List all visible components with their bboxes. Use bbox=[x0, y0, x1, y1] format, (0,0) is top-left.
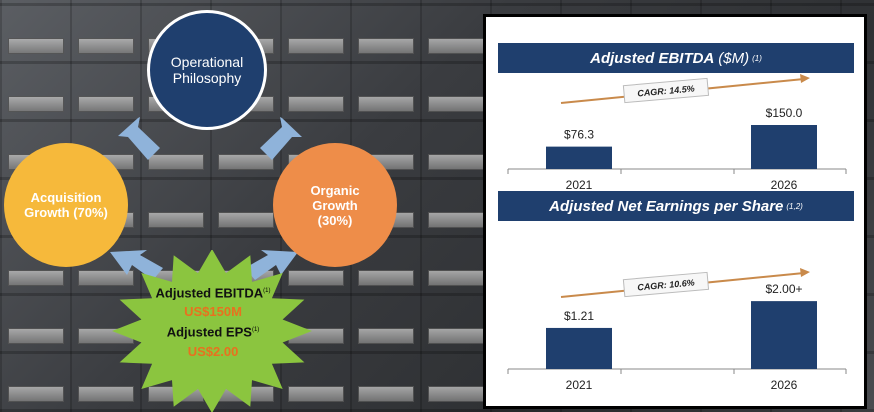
arrow-right-bottom bbox=[245, 250, 298, 280]
wall-plaque bbox=[358, 96, 414, 112]
wall-plaque bbox=[78, 270, 134, 286]
star-eps-value: US$2.00 bbox=[187, 343, 239, 359]
ebitda-header: Adjusted EBITDA ($M) (1) bbox=[498, 43, 854, 73]
financial-panel: Adjusted EBITDA ($M) (1) $76.3 2021 $150.0… bbox=[483, 14, 867, 409]
wall-plaque bbox=[358, 270, 414, 286]
star-ebitda-label: Adjusted EBITDA bbox=[155, 285, 264, 301]
wall-plaque bbox=[8, 38, 64, 54]
star-ebitda-value: US$150M bbox=[184, 304, 242, 320]
wall-plaque bbox=[8, 270, 64, 286]
category-label-2026: 2026 bbox=[771, 178, 798, 192]
star-eps-note: (1) bbox=[251, 327, 260, 334]
ebitda-note: (1) bbox=[752, 53, 762, 63]
star-ebitda-note: (1) bbox=[263, 288, 271, 294]
bar-2026 bbox=[751, 301, 817, 369]
cagr-badge: CAGR: 14.5% bbox=[622, 77, 710, 104]
ebitda-chart: $76.3 2021 $150.0 2026 CAGR: 14.5% bbox=[486, 73, 864, 203]
acquisition-growth-circle: Acquisition Growth (70%) bbox=[4, 143, 128, 267]
data-label-2026: $2.00+ bbox=[765, 282, 802, 296]
cagr-text: CAGR: 14.5% bbox=[637, 84, 695, 99]
data-label-2021: $1.21 bbox=[564, 309, 594, 323]
bar-chart-svg: $76.3 2021 $150.0 2026 CAGR: 14.5% bbox=[507, 74, 847, 192]
wall-plaque bbox=[288, 270, 344, 286]
organic-growth-circle: Organic Growth (30%) bbox=[273, 143, 397, 267]
bar-chart-svg: $1.21 2021 $2.00+ 2026 CAGR: 10.6% bbox=[507, 268, 847, 392]
wall-plaque bbox=[148, 212, 204, 228]
operational-philosophy-circle: Operational Philosophy bbox=[147, 10, 267, 130]
wall-plaque bbox=[358, 38, 414, 54]
wall-plaque bbox=[8, 386, 64, 402]
category-label-2026: 2026 bbox=[771, 378, 798, 392]
eps-note: (1,2) bbox=[786, 201, 803, 211]
wall-plaque bbox=[78, 96, 134, 112]
star-content: Adjusted EBITDA(1) US$150M Adjusted EPS(… bbox=[148, 282, 278, 361]
ebitda-title: Adjusted EBITDA bbox=[590, 49, 715, 67]
bar-2021 bbox=[546, 146, 612, 169]
eps-title: Adjusted Net Earnings per Share bbox=[549, 197, 784, 215]
wall-plaque bbox=[78, 386, 134, 402]
cagr-arrow-head bbox=[800, 74, 810, 83]
eps-chart: $1.21 2021 $2.00+ 2026 CAGR: 10.6% bbox=[486, 227, 864, 403]
category-label-2021: 2021 bbox=[566, 178, 593, 192]
star-eps-label: Adjusted EPS bbox=[166, 324, 252, 340]
wall-plaque bbox=[8, 328, 64, 344]
wall-plaque bbox=[288, 96, 344, 112]
wall-plaque bbox=[148, 154, 204, 170]
ebitda-unit: ($M) bbox=[718, 49, 750, 67]
result-starburst bbox=[112, 250, 312, 412]
acquisition-growth-label: Acquisition Growth (70%) bbox=[24, 190, 108, 220]
organic-growth-label: Organic Growth (30%) bbox=[310, 182, 360, 228]
category-label-2021: 2021 bbox=[566, 378, 593, 392]
bar-2026 bbox=[751, 125, 817, 169]
wall-plaque bbox=[288, 386, 344, 402]
cagr-badge-box bbox=[622, 271, 710, 298]
arrow-left-bottom bbox=[110, 250, 163, 280]
data-label-2021: $76.3 bbox=[564, 128, 594, 142]
wall-plaque bbox=[288, 38, 344, 54]
wall-plaque bbox=[8, 96, 64, 112]
wall-plaque bbox=[358, 328, 414, 344]
arrow-left-top bbox=[118, 117, 160, 160]
operational-philosophy-label: Operational Philosophy bbox=[170, 54, 244, 86]
eps-header: Adjusted Net Earnings per Share (1,2) bbox=[498, 191, 854, 221]
cagr-text: CAGR: 10.6% bbox=[637, 278, 695, 293]
wall-plaque bbox=[358, 386, 414, 402]
cagr-badge-box bbox=[622, 77, 710, 104]
diagram-arrows bbox=[110, 117, 302, 280]
wall-plaque bbox=[78, 38, 134, 54]
bar-2021 bbox=[546, 327, 612, 369]
cagr-arrow-head bbox=[800, 268, 810, 277]
cagr-badge: CAGR: 10.6% bbox=[622, 271, 710, 298]
wall-plaque bbox=[218, 212, 274, 228]
arrow-right-top bbox=[260, 117, 302, 160]
wall-plaque bbox=[218, 154, 274, 170]
data-label-2026: $150.0 bbox=[766, 106, 803, 120]
